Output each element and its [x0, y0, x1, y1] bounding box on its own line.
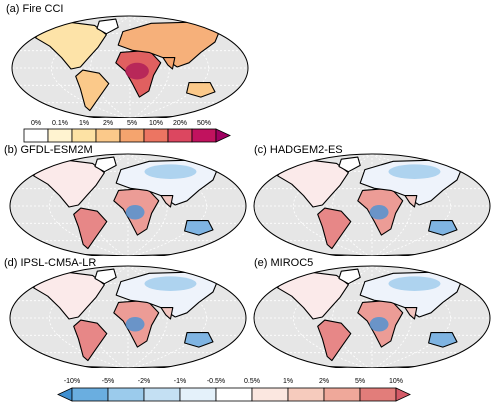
colorbar-arrow-right [395, 387, 411, 402]
colorbar-segment [71, 387, 109, 402]
continent-greenland [338, 268, 361, 285]
africa-blue-patch [125, 204, 145, 220]
panel-c: (c) HADGEM2-ES [250, 144, 500, 256]
panel-title: (d) IPSL-CM5A-LR [4, 257, 97, 269]
eurasia-blue-patch [144, 164, 197, 179]
eurasia-blue-patch [388, 164, 441, 179]
colorbar-tick-label: 5% [127, 120, 137, 127]
colorbar-segment [71, 128, 97, 143]
colorbar-segment [167, 128, 193, 143]
colorbar-segment [143, 387, 181, 402]
map-hadgem2-es [253, 153, 491, 256]
continent-north-america [33, 271, 105, 320]
map-gfdl-esm2m [9, 153, 247, 256]
colorbar-tick-label: -10% [64, 378, 80, 385]
colorbar-segment [179, 387, 217, 402]
map-frame [253, 153, 491, 256]
continent-india [404, 307, 418, 320]
colorbar-tick-label: 2% [319, 378, 329, 385]
continent-india [162, 57, 176, 70]
continent-north-america [277, 159, 349, 208]
panel-a: (a) Fire CCI [0, 0, 250, 118]
continent-greenland [94, 268, 117, 285]
map-frame [9, 265, 247, 368]
colorbar-tick-label: 0% [31, 120, 41, 127]
colorbar-tick-label: -0.5% [207, 378, 225, 385]
continent-greenland [94, 156, 117, 173]
colorbar-segment [107, 387, 145, 402]
colorbar-tick-label: 20% [173, 120, 187, 127]
continent-australia [428, 332, 458, 348]
panel-title: (e) MIROC5 [254, 257, 314, 269]
continent-north-america [35, 21, 107, 70]
continent-australia [428, 220, 458, 236]
colorbar-segment [119, 128, 145, 143]
panel-e: (e) MIROC5 [250, 257, 500, 368]
map-miroc5 [253, 265, 491, 368]
continent-greenland [96, 18, 119, 35]
continent-eurasia [117, 21, 221, 68]
colorbar-segment [215, 387, 253, 402]
colorbar-tick-label: 1% [283, 378, 293, 385]
colorbar-segment [23, 128, 49, 143]
panel-b: (b) GFDL-ESM2M [0, 144, 250, 256]
continent-greenland [338, 156, 361, 173]
eurasia-blue-patch [144, 276, 197, 291]
colorbar-diff: -10% -5% -2% -1% -0.5% 0.5% 1% 2% 5% 10% [0, 372, 500, 411]
colorbar-segment [251, 387, 289, 402]
colorbar-tick-label: -1% [174, 378, 186, 385]
panel-title: (c) HADGEM2-ES [254, 144, 343, 156]
colorbar-segment [143, 128, 169, 143]
continent-australia [186, 82, 216, 98]
panel-title: (b) GFDL-ESM2M [4, 144, 93, 156]
colorbar-fire: 0% 0.1% 1% 2% 5% 10% 20% 50% [0, 115, 250, 151]
continent-india [160, 307, 174, 320]
panel-title: (a) Fire CCI [6, 3, 64, 15]
africa-blue-patch [369, 316, 389, 332]
colorbar-segment [287, 387, 325, 402]
map-frame [11, 15, 249, 118]
map-frame [253, 265, 491, 368]
colorbar-arrow-right [215, 128, 231, 143]
colorbar-diff-svg: -10% -5% -2% -1% -0.5% 0.5% 1% 2% 5% 10% [57, 378, 411, 402]
continent-south-america [73, 319, 108, 362]
africa-dark-patch [125, 62, 149, 80]
panel-d: (d) IPSL-CM5A-LR [0, 257, 250, 368]
continent-north-america [277, 271, 349, 320]
continent-south-america [317, 319, 352, 362]
colorbar-tick-label: 1% [79, 120, 89, 127]
continent-south-america [73, 207, 108, 250]
colorbar-tick-label: 10% [389, 378, 403, 385]
africa-blue-patch [369, 204, 389, 220]
colorbar-segment [95, 128, 121, 143]
colorbar-segment [323, 387, 361, 402]
colorbar-tick-label: 10% [149, 120, 163, 127]
map-fire-cci [11, 15, 249, 118]
africa-blue-patch [125, 316, 145, 332]
colorbar-segment [359, 387, 397, 402]
continent-australia [184, 220, 214, 236]
eurasia-blue-patch [388, 276, 441, 291]
colorbar-segment [191, 128, 217, 143]
continent-australia [184, 332, 214, 348]
map-frame [9, 153, 247, 256]
continent-india [404, 195, 418, 208]
colorbar-tick-label: -2% [138, 378, 150, 385]
colorbar-segment [47, 128, 73, 143]
colorbar-fire-svg: 0% 0.1% 1% 2% 5% 10% 20% 50% [23, 120, 231, 143]
continent-south-america [75, 69, 110, 112]
colorbar-tick-label: -5% [102, 378, 114, 385]
colorbar-tick-label: 50% [197, 120, 211, 127]
continent-south-america [317, 207, 352, 250]
colorbar-tick-label: 0.1% [52, 120, 68, 127]
colorbar-tick-label: 2% [103, 120, 113, 127]
colorbar-tick-label: 0.5% [244, 378, 260, 385]
colorbar-arrow-left [57, 387, 73, 402]
continent-india [160, 195, 174, 208]
continent-north-america [33, 159, 105, 208]
colorbar-tick-label: 5% [355, 378, 365, 385]
map-ipsl-cm5a-lr [9, 265, 247, 368]
